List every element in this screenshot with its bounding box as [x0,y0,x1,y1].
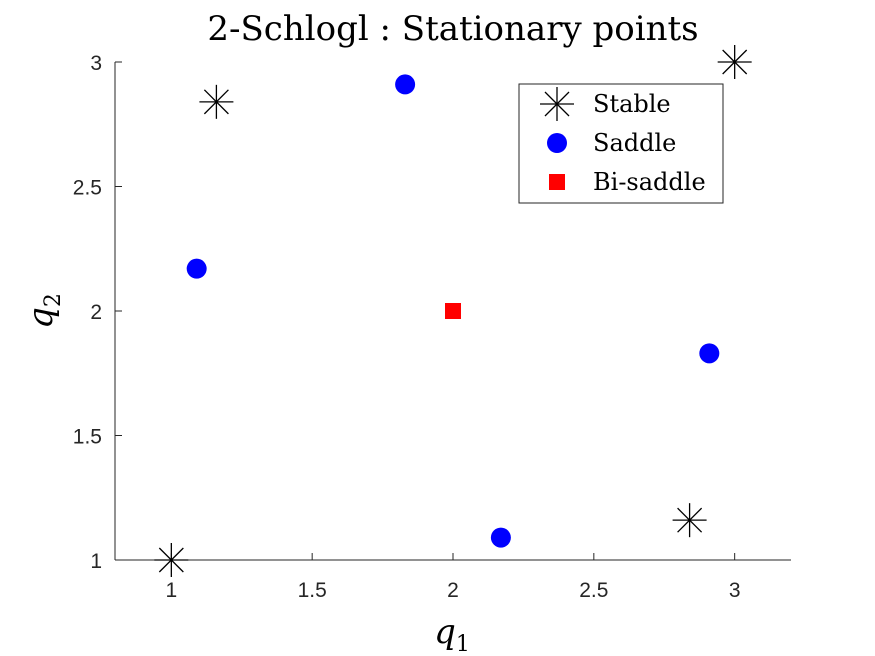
stable-point [717,45,752,79]
legend: Stable Saddle Bi-saddle [518,83,724,204]
y-tick-label: 3 [90,52,102,75]
saddle-point [699,343,720,364]
x-tick-label: 3 [729,579,741,602]
stable-point [154,543,189,577]
saddle-point [490,527,511,548]
bi-saddle-point [445,303,461,319]
y-tick-label: 1 [90,550,102,573]
y-ticks: 1 1.5 2 2.5 3 [73,52,122,573]
data-points [154,45,752,577]
x-tick-label: 2.5 [579,579,608,602]
x-tick-label: 1.5 [298,579,327,602]
y-axis-label: q2 [21,293,66,329]
y-tick-label: 1.5 [73,426,102,449]
x-axis-label: q1 [434,612,470,656]
stable-point [672,503,707,538]
stable-point [199,84,234,119]
legend-saddle-label: Saddle [593,129,676,157]
axes: 1 1.5 2 2.5 3 1 1.5 2 2.5 3 [73,52,791,602]
y-axis-label-subscript: 2 [41,293,66,307]
x-tick-label: 2 [447,579,459,602]
saddle-point [395,74,416,95]
y-tick-label: 2 [90,301,102,324]
legend-bi-saddle-marker [549,174,565,190]
legend-stable-marker [540,87,574,121]
x-ticks: 1 1.5 2 2.5 3 [165,553,741,602]
legend-stable-label: Stable [593,90,671,118]
legend-items: Stable Saddle Bi-saddle [540,87,706,196]
chart-title: 2-Schlogl : Stationary points [207,9,698,49]
x-tick-label: 1 [165,579,177,602]
y-axis-label-base: q [21,307,61,329]
legend-saddle-marker [547,133,567,153]
x-axis-label-base: q [434,612,456,652]
saddle-point [186,258,207,279]
y-tick-label: 2.5 [73,177,102,200]
x-axis-label-subscript: 1 [456,632,470,656]
legend-bi-saddle-label: Bi-saddle [593,168,706,196]
